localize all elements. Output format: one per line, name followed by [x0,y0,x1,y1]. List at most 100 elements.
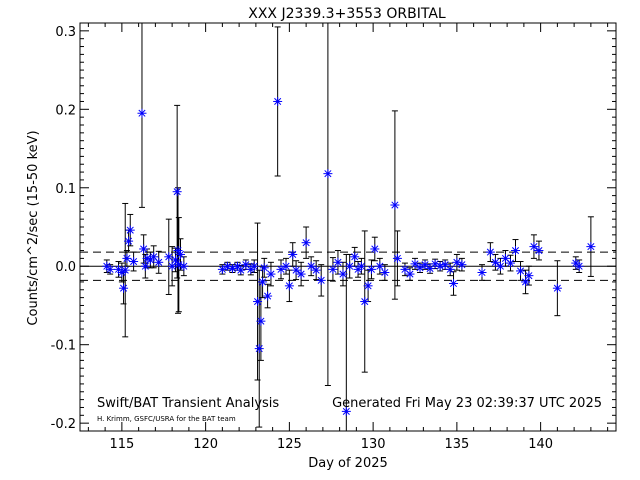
data-point [167,261,177,271]
data-point [534,246,544,256]
data-point [521,277,531,287]
data-point [119,283,129,293]
data-point [586,242,596,252]
data-point [259,263,269,273]
data-point [276,264,286,274]
data-point [529,242,539,252]
data-point [341,406,351,416]
data-point [366,264,376,274]
data-point [360,297,370,307]
data-point [164,252,174,262]
data-point [323,169,333,179]
data-point [485,247,495,257]
data-point [392,253,402,263]
data-point [338,269,348,279]
x-tick-label: 115 [109,437,134,452]
data-point [452,257,462,267]
annotation-generated: Generated Fri May 23 02:39:37 UTC 2025 [332,396,602,411]
data-point [217,264,227,274]
data-point [281,261,291,271]
data-point [176,249,185,259]
data-point [511,246,520,256]
data-point [505,258,515,268]
data-points [102,96,596,416]
data-point [380,268,390,278]
data-point [122,253,132,263]
data-point [249,261,259,271]
y-tick-label: -0.1 [51,339,76,354]
x-tick-label: 120 [193,437,218,452]
annotation-credit: H. Krimm, GSFC/USRA for the BAT team [97,415,236,423]
y-tick-label: 0.1 [55,182,76,197]
data-point [124,236,134,246]
data-point [253,297,263,307]
data-point [137,108,147,118]
data-point [345,261,355,271]
data-point [390,200,400,210]
data-point [129,257,139,267]
data-point [140,261,150,271]
data-point [316,275,326,285]
plot-frame [79,22,617,432]
data-point [524,271,534,281]
data-point [495,261,505,271]
data-point [263,291,273,301]
data-point [370,244,380,254]
data-point [410,259,420,269]
error-bars [103,23,594,431]
x-tick-label: 135 [444,437,469,452]
x-axis-label: Day of 2025 [308,456,388,471]
data-point [375,261,385,271]
data-point [179,261,189,271]
axis-ticks: 115 120 125 130 135 140 -0.2 -0.1 0.0 0.1 0.2 0.3 [51,22,616,452]
data-point [350,252,360,262]
y-tick-label: -0.2 [51,417,76,432]
y-axis-label: Counts/cm^2/sec (15-50 keV) [26,130,41,325]
y-tick-label: 0.0 [55,260,76,275]
data-point [445,264,455,274]
data-point [172,187,182,197]
x-tick-label: 125 [277,437,302,452]
data-point [301,238,311,248]
data-point [291,265,301,275]
data-point [420,260,430,270]
data-point [139,244,149,254]
data-point [256,316,266,326]
data-point [258,277,268,287]
data-point [574,261,584,271]
data-point [266,269,276,279]
data-point [356,261,366,271]
data-point [105,264,115,274]
x-tick-label: 130 [361,437,386,452]
data-point [288,249,298,259]
data-point [328,264,338,274]
data-point [232,261,242,271]
data-point [552,283,562,293]
data-point [254,344,264,354]
y-tick-label: 0.2 [55,103,76,118]
data-point [306,261,316,271]
data-point [284,281,294,291]
y-tick-label: 0.3 [55,25,76,40]
data-point [273,96,283,106]
data-point [154,257,164,267]
data-point [296,269,306,279]
data-point [311,265,321,275]
data-point [125,225,135,235]
data-point [405,269,415,279]
data-point [170,255,180,265]
error-bar [324,23,331,386]
data-point [120,265,130,275]
annotation-analysis: Swift/BAT Transient Analysis [97,396,279,411]
data-point [415,263,425,273]
data-point [333,257,343,267]
data-point [516,266,526,276]
data-point [477,268,487,278]
chart-title: XXX J2339.3+3553 ORBITAL [248,6,446,22]
x-tick-label: 140 [528,437,553,452]
data-point [449,278,459,288]
data-point [490,257,500,267]
data-point [363,281,373,291]
data-point [457,260,467,270]
